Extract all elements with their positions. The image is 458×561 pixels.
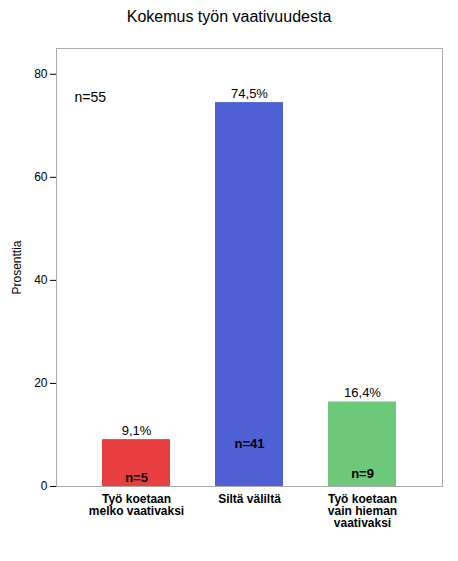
svg-text:n=41: n=41 [235, 436, 265, 451]
svg-text:Prosenttia: Prosenttia [10, 240, 24, 294]
svg-text:20: 20 [34, 376, 48, 390]
svg-text:Työ koetaanmelko vaativaksi: Työ koetaanmelko vaativaksi [89, 492, 184, 518]
svg-text:80: 80 [34, 67, 48, 81]
html-text:Kokemus työn vaativuudesta: Kokemus työn vaativuudesta [126, 8, 332, 25]
svg-text:0: 0 [41, 479, 48, 493]
svg-text:n=9: n=9 [351, 466, 374, 481]
svg-text:n=55: n=55 [75, 89, 107, 105]
svg-text:60: 60 [34, 170, 48, 184]
svg-text:Työ koetaanvain hiemanvaativak: Työ koetaanvain hiemanvaativaksi [328, 492, 397, 530]
svg-text:n=5: n=5 [125, 470, 148, 485]
svg-text:9,1%: 9,1% [122, 423, 152, 438]
svg-text:74,5%: 74,5% [231, 86, 268, 101]
svg-text:Siltä väliltä: Siltä väliltä [218, 492, 281, 506]
svg-text:16,4%: 16,4% [344, 385, 381, 400]
svg-text:40: 40 [34, 273, 48, 287]
